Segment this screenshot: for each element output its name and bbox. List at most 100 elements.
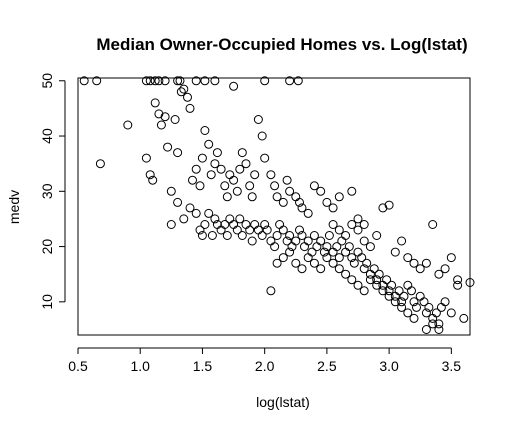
data-point xyxy=(150,76,160,86)
data-point xyxy=(95,159,105,169)
data-point xyxy=(359,286,369,296)
data-point xyxy=(141,76,151,86)
data-point xyxy=(257,131,267,141)
data-point xyxy=(459,313,469,323)
data-point xyxy=(207,231,217,240)
data-point xyxy=(253,115,263,124)
data-point xyxy=(309,181,319,191)
data-point xyxy=(200,76,210,86)
data-point xyxy=(453,275,463,285)
data-point xyxy=(245,225,255,235)
data-point xyxy=(212,148,222,158)
data-point xyxy=(359,264,369,274)
data-point xyxy=(297,203,307,213)
data-point xyxy=(337,236,347,246)
data-point xyxy=(260,220,270,229)
y-tick-label: 50 xyxy=(39,73,55,89)
data-point xyxy=(179,214,189,224)
data-point xyxy=(188,175,197,185)
data-point xyxy=(222,231,232,240)
data-point xyxy=(191,208,201,218)
chart-title: Median Owner-Occupied Homes vs. Log(lsta… xyxy=(96,35,467,54)
data-point xyxy=(166,186,176,196)
data-point xyxy=(369,264,379,274)
data-point xyxy=(216,164,226,174)
plot-area xyxy=(77,76,475,336)
data-point xyxy=(237,148,247,158)
data-point xyxy=(272,258,282,268)
data-point xyxy=(270,181,280,191)
data-point xyxy=(378,203,388,213)
data-point xyxy=(200,126,210,135)
data-point xyxy=(191,164,201,174)
data-point xyxy=(260,76,270,86)
data-point xyxy=(297,264,307,274)
data-point xyxy=(197,153,207,163)
data-point xyxy=(176,87,186,97)
data-point xyxy=(334,253,344,263)
data-point xyxy=(397,236,407,246)
data-point xyxy=(353,280,363,290)
data-point xyxy=(353,214,363,224)
data-point xyxy=(384,200,394,210)
data-point xyxy=(428,220,438,229)
data-point xyxy=(309,231,319,240)
data-point xyxy=(446,253,456,263)
data-point xyxy=(295,225,304,235)
data-point xyxy=(247,236,257,246)
data-point xyxy=(384,286,394,296)
data-point xyxy=(324,231,334,240)
data-point xyxy=(344,242,354,252)
x-tick-label: 3.0 xyxy=(379,358,399,374)
data-point xyxy=(210,159,220,169)
data-point xyxy=(232,186,242,196)
data-point xyxy=(322,197,332,207)
data-point xyxy=(434,319,444,329)
data-point xyxy=(300,242,309,252)
data-point xyxy=(237,231,247,240)
data-point xyxy=(170,115,180,124)
data-point xyxy=(359,236,369,246)
data-point xyxy=(319,247,329,257)
data-point xyxy=(334,192,344,202)
x-tick-label: 2.0 xyxy=(255,358,275,374)
data-point xyxy=(387,280,397,290)
data-point xyxy=(390,247,400,257)
data-point xyxy=(434,325,444,334)
data-point xyxy=(154,76,164,86)
y-axis: 10 20 30 40 50 xyxy=(39,73,66,310)
data-point xyxy=(197,231,207,240)
data-point xyxy=(347,253,357,263)
data-point xyxy=(316,186,326,196)
data-point xyxy=(412,302,421,312)
data-point xyxy=(415,291,425,301)
data-point xyxy=(235,164,245,174)
data-point xyxy=(220,181,230,191)
data-point xyxy=(334,225,344,235)
plot-frame xyxy=(77,77,471,336)
data-point xyxy=(291,192,301,202)
data-point xyxy=(328,220,338,229)
data-point xyxy=(353,247,363,257)
data-point xyxy=(409,297,419,307)
data-point xyxy=(235,214,245,224)
data-point xyxy=(365,275,375,285)
data-point xyxy=(185,103,195,113)
data-point xyxy=(372,231,382,240)
data-point xyxy=(328,203,338,213)
x-tick-label: 3.5 xyxy=(442,358,462,374)
data-point xyxy=(173,148,183,158)
data-point xyxy=(397,297,407,307)
data-point xyxy=(272,231,282,240)
data-point xyxy=(150,98,160,108)
y-tick-label: 20 xyxy=(39,239,55,255)
data-point xyxy=(285,231,295,240)
data-point xyxy=(145,76,155,86)
data-point xyxy=(407,286,416,296)
x-axis: 0.5 1.0 1.5 2.0 2.5 3.0 3.5 xyxy=(68,347,462,374)
data-point xyxy=(421,308,431,318)
data-point xyxy=(440,264,450,274)
data-point xyxy=(312,242,322,252)
data-point xyxy=(191,76,201,86)
data-point xyxy=(440,297,450,307)
